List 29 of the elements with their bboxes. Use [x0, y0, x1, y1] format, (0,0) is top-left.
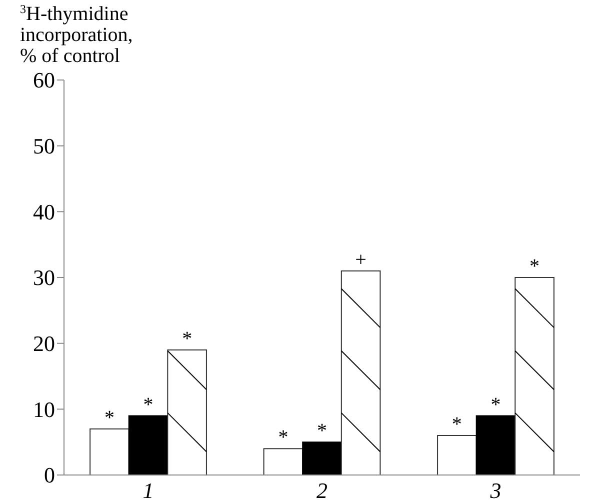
data-label: * [143, 394, 154, 416]
bar [302, 442, 342, 476]
data-label: * [530, 256, 540, 278]
bar [128, 415, 168, 476]
data-label: * [317, 420, 327, 442]
data-label: * [490, 394, 501, 416]
y-axis-title: $^{3}$H-thymidine incorporation, % of control [20, 2, 133, 67]
data-label: * [278, 426, 288, 449]
bar [340, 270, 381, 476]
y-tick-label: 40 [33, 199, 55, 224]
y-tick-label: 50 [33, 134, 55, 159]
y-tick-label: 10 [33, 396, 55, 422]
bar [437, 435, 477, 476]
data-label: + [355, 248, 366, 271]
x-tick-label: 3 [489, 478, 502, 502]
bar [90, 428, 130, 476]
y-tick-label: 20 [33, 331, 55, 356]
data-label: * [452, 414, 462, 436]
y-tick-label: 0 [44, 462, 55, 488]
x-tick-label: 2 [316, 478, 328, 502]
y-tick-label: 30 [33, 265, 55, 290]
y-tick-label: 60 [33, 68, 55, 93]
bar [476, 415, 516, 476]
x-tick-label: 1 [142, 478, 154, 502]
bar [263, 448, 304, 476]
bar [514, 277, 554, 476]
data-label: * [104, 406, 114, 429]
data-label: * [182, 328, 192, 350]
bar [167, 349, 207, 476]
